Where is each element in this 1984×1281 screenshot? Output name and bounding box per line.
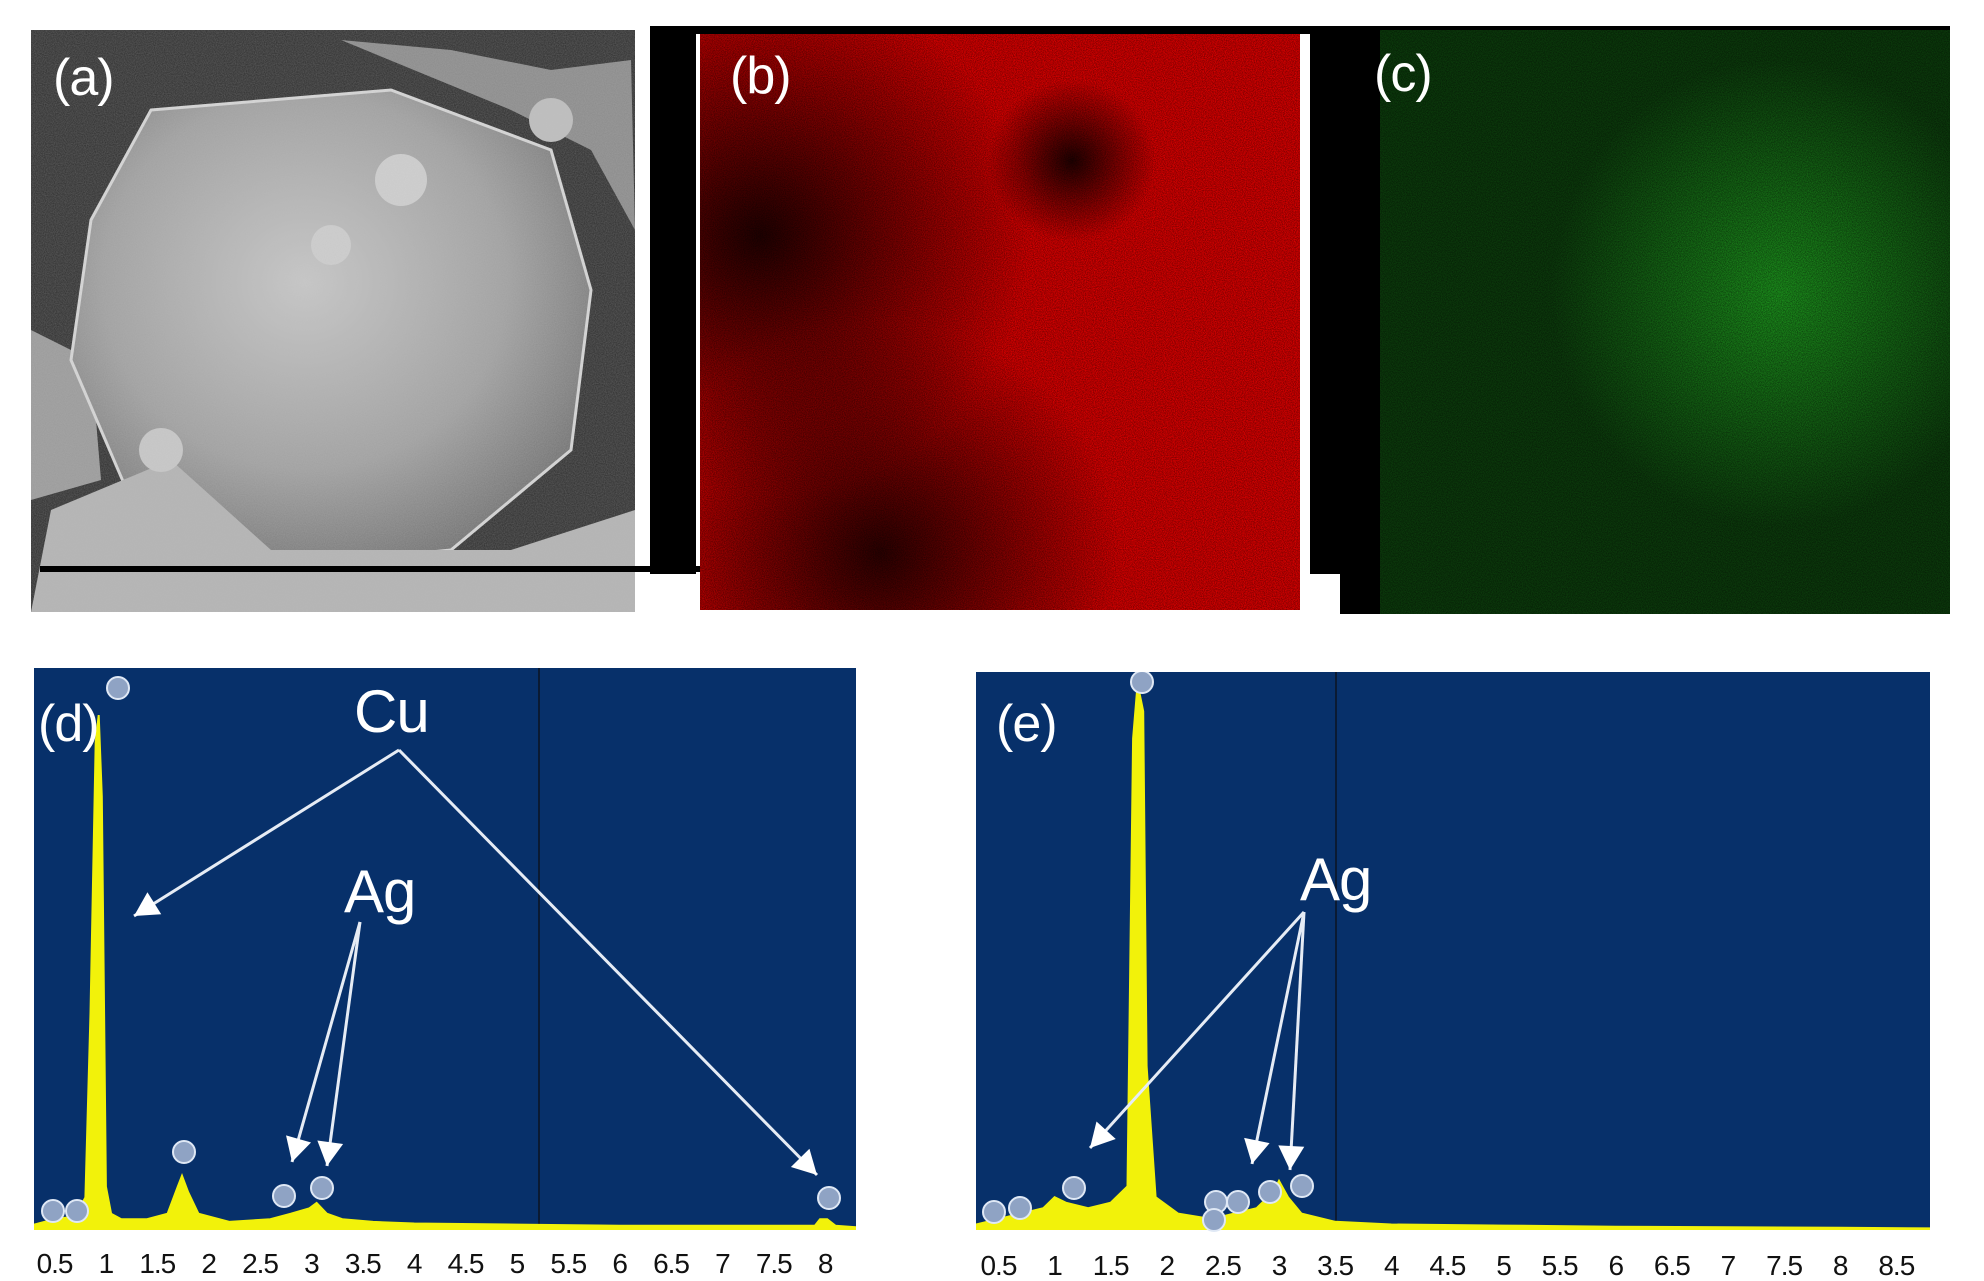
annotation-arrow [325, 921, 362, 1167]
x-tick-label: 8 [1832, 1250, 1849, 1281]
x-tick-label: 5.5 [1541, 1250, 1579, 1281]
annotation-d-cu: Cu [354, 678, 430, 745]
x-tick-label: 2 [201, 1248, 217, 1279]
annotation-arrow [133, 748, 400, 918]
spectrum-baseline [976, 1230, 1930, 1240]
x-tick-label: 5.5 [550, 1248, 587, 1279]
x-tick-label: 8 [817, 1248, 834, 1279]
peak-marker [65, 1199, 89, 1223]
x-tick-label: 3.5 [1317, 1250, 1354, 1281]
spectrum-series-area [976, 683, 1930, 1231]
x-tick-label: 8.5 [1878, 1250, 1915, 1281]
annotation-e-ag: Ag [1300, 846, 1372, 913]
annotation-arrow [397, 748, 819, 1177]
annotation-arrow [1088, 910, 1306, 1150]
spectrum-baseline [34, 1230, 856, 1240]
panel-d-label: (d) [38, 695, 100, 753]
x-tick-label: 7.5 [1766, 1250, 1803, 1281]
x-tick-label: 6 [612, 1248, 628, 1279]
annotation-arrow [1250, 911, 1306, 1165]
annotation-arrowhead [790, 1148, 817, 1175]
annotation-arrowhead [286, 1135, 312, 1162]
sem-particle-graphic [31, 30, 635, 612]
x-tick-label: 0.5 [36, 1248, 74, 1279]
x-tick-label: 3 [1271, 1250, 1288, 1281]
frame-left-b [650, 26, 696, 574]
peak-marker [1062, 1176, 1086, 1200]
annotation-arrowhead [134, 892, 162, 916]
x-tick-label: 4.5 [447, 1248, 485, 1279]
x-tick-label: 3 [304, 1248, 320, 1279]
peak-marker [310, 1176, 334, 1200]
peak-marker [1008, 1196, 1032, 1220]
panel-c-green-map: (c) [1340, 30, 1950, 614]
annotation-arrowhead [1244, 1137, 1270, 1164]
x-tick-label: 5 [509, 1248, 526, 1279]
x-tick-label: 7 [1720, 1250, 1737, 1281]
peak-marker [1290, 1174, 1314, 1198]
spectrum-e-chart [976, 672, 1930, 1240]
x-tick-label: 6 [1608, 1250, 1624, 1281]
x-tick-label: 5 [1496, 1250, 1512, 1281]
spectrum-series-area [34, 714, 856, 1231]
x-tick-label: 2.5 [1204, 1250, 1242, 1281]
spectrum-d-chart [34, 668, 856, 1240]
spectrum-background [976, 672, 1930, 1240]
green-map-graphic [1380, 30, 1950, 614]
peak-marker [106, 676, 130, 700]
frame-line-bottom-a [40, 566, 700, 572]
x-tick-label: 7 [715, 1248, 731, 1279]
x-tick-label: 6.5 [1653, 1250, 1691, 1281]
annotation-d-ag: Ag [344, 858, 416, 925]
peak-marker [172, 1140, 196, 1164]
x-tick-label: 6.5 [653, 1248, 690, 1279]
annotation-arrowhead [1090, 1121, 1116, 1148]
panel-e-label: (e) [996, 695, 1058, 753]
annotation-arrow [1288, 911, 1306, 1171]
peak-marker [817, 1186, 841, 1210]
annotation-arrowhead [1278, 1145, 1305, 1170]
peak-marker [41, 1199, 65, 1223]
panel-b-label: (b) [730, 47, 792, 105]
x-tick-label: 0.5 [980, 1250, 1017, 1281]
panel-a-sem-image: (a) [31, 30, 635, 612]
x-tick-label: 4 [406, 1248, 423, 1279]
peak-marker [1226, 1190, 1250, 1214]
x-tick-label: 2.5 [242, 1248, 279, 1279]
annotation-arrow [290, 921, 362, 1163]
x-tick-label: 1.5 [139, 1248, 176, 1279]
panel-d-spectrum: (d) Cu Ag [34, 668, 856, 1240]
x-tick-label: 2 [1159, 1250, 1176, 1281]
x-tick-label: 1 [1047, 1250, 1063, 1281]
peak-marker [1258, 1180, 1282, 1204]
panel-b-red-map: (b) [700, 34, 1300, 610]
x-tick-label: 3.5 [344, 1248, 382, 1279]
panel-e-spectrum: (e) Ag [976, 672, 1930, 1240]
annotation-arrowhead [317, 1140, 344, 1166]
x-tick-label: 7.5 [755, 1248, 793, 1279]
panel-c-label: (c) [1374, 45, 1433, 103]
peak-marker [272, 1184, 296, 1208]
x-tick-label: 4.5 [1429, 1250, 1466, 1281]
peak-marker [1130, 672, 1154, 694]
x-tick-label: 4 [1383, 1250, 1400, 1281]
spectrum-background [34, 668, 856, 1240]
peak-marker [1202, 1208, 1226, 1232]
red-map-graphic [700, 34, 1300, 610]
peak-marker [982, 1200, 1006, 1224]
x-tick-label: 1 [98, 1248, 115, 1279]
x-tick-label: 1.5 [1092, 1250, 1130, 1281]
frame-top-bc [650, 26, 1950, 34]
panel-a-label: (a) [53, 49, 115, 107]
